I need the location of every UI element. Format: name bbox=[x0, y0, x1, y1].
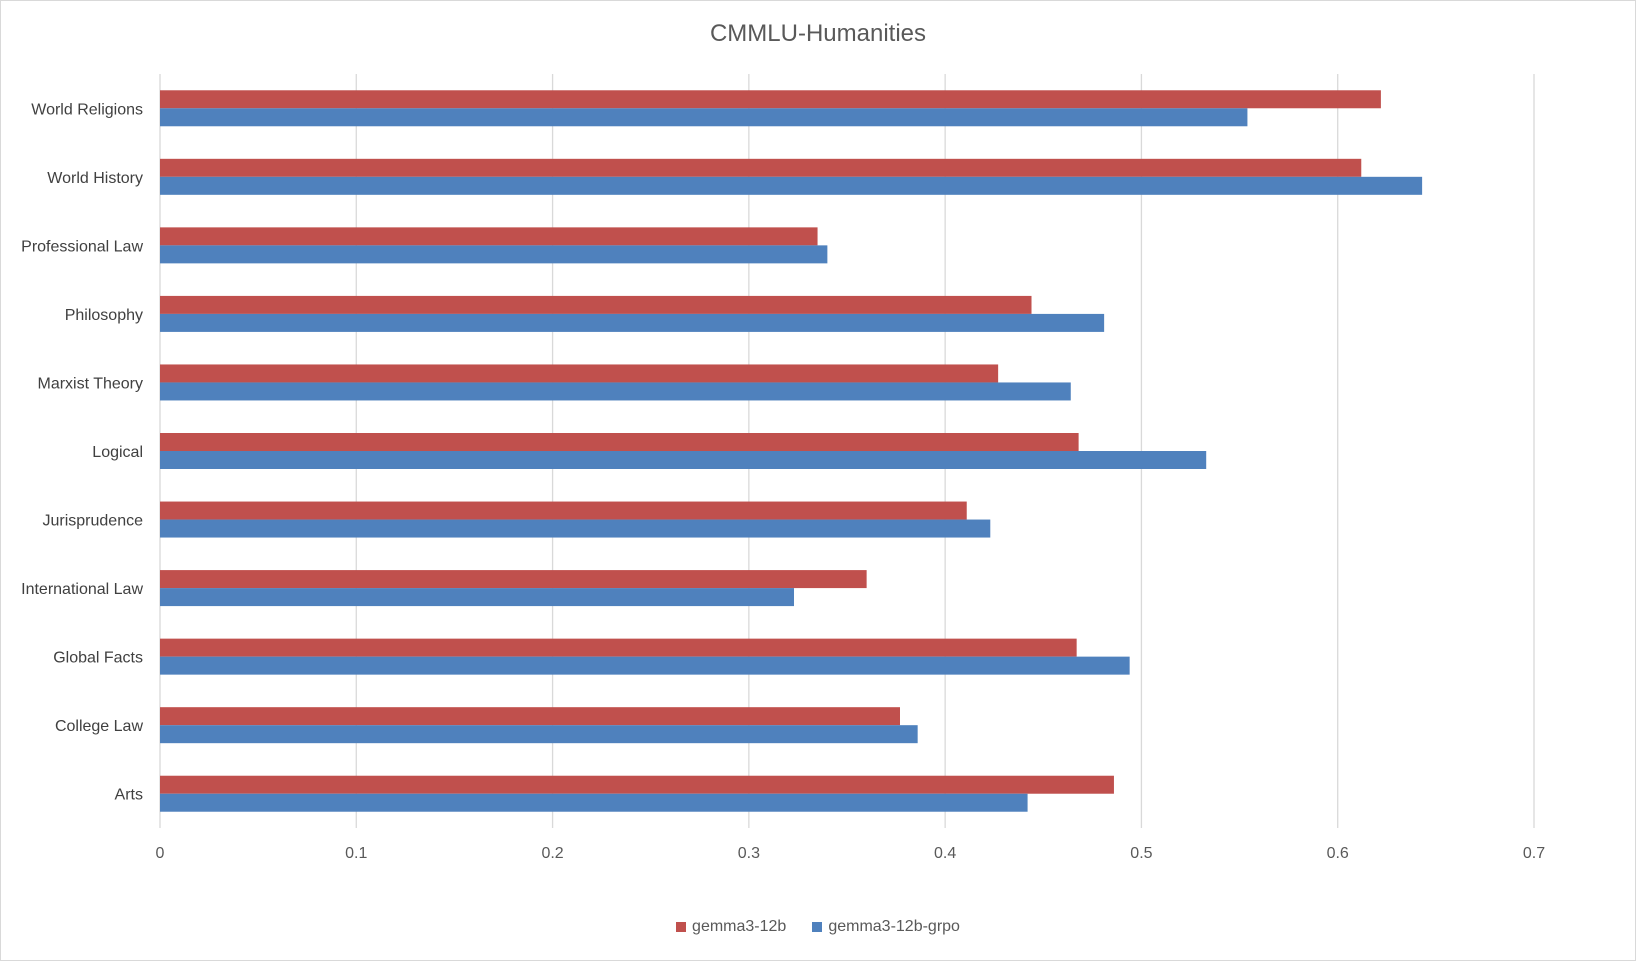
legend-swatch-series-2 bbox=[812, 922, 823, 932]
bar-gemma3-12b-grpo-professional-law bbox=[160, 245, 828, 264]
bar-gemma3-12b-philosophy bbox=[160, 295, 1032, 314]
bar-gemma3-12b-grpo-international-law bbox=[160, 588, 795, 607]
legend-item-series-1: gemma3-12b bbox=[676, 918, 786, 936]
category-label: College Law bbox=[55, 718, 144, 735]
bar-gemma3-12b-grpo-college-law bbox=[160, 725, 918, 744]
bar-gemma3-12b-grpo-jurisprudence bbox=[160, 519, 991, 538]
legend-label-series-2: gemma3-12b-grpo bbox=[828, 918, 960, 935]
bar-gemma3-12b-college-law bbox=[160, 707, 900, 726]
bar-gemma3-12b-marxist-theory bbox=[160, 364, 999, 383]
category-label: Logical bbox=[92, 444, 143, 461]
bar-gemma3-12b-grpo-global-facts bbox=[160, 656, 1130, 675]
bar-gemma3-12b-grpo-logical bbox=[160, 451, 1207, 469]
category-label: World History bbox=[47, 170, 143, 187]
x-tick-label: 0.6 bbox=[1327, 845, 1349, 862]
bar-gemma3-12b-logical bbox=[160, 433, 1079, 451]
bar-gemma3-12b-grpo-marxist-theory bbox=[160, 382, 1071, 401]
bar-gemma3-12b-grpo-philosophy bbox=[160, 313, 1105, 332]
axis-labels: 0 0.1 0.2 0.3 0.4 0.5 0.6 0.7 Arts College Law Glo… bbox=[21, 101, 1545, 862]
legend-swatch-series-1 bbox=[676, 922, 687, 932]
category-label: International Law bbox=[21, 581, 143, 598]
category-label: Arts bbox=[115, 787, 143, 804]
category-label: Philosophy bbox=[65, 307, 143, 324]
bar-gemma3-12b-grpo-world-history bbox=[160, 176, 1423, 195]
bar-gemma3-12b-arts bbox=[160, 775, 1114, 794]
bar-gemma3-12b-world-religions bbox=[160, 90, 1381, 109]
category-label: Global Facts bbox=[53, 650, 143, 667]
legend-label-series-1: gemma3-12b bbox=[692, 918, 787, 935]
x-tick-label: 0.7 bbox=[1523, 845, 1545, 862]
bar-gemma3-12b-jurisprudence bbox=[160, 501, 967, 520]
bar-gemma3-12b-professional-law bbox=[160, 227, 818, 246]
bars bbox=[160, 90, 1423, 812]
category-label: Professional Law bbox=[21, 238, 143, 255]
x-tick-label: 0 bbox=[156, 845, 165, 862]
bar-gemma3-12b-international-law bbox=[160, 570, 867, 589]
legend: gemma3-12b gemma3-12b-grpo bbox=[0, 918, 1636, 936]
x-tick-label: 0.3 bbox=[738, 845, 760, 862]
bar-gemma3-12b-world-history bbox=[160, 158, 1362, 177]
x-tick-label: 0.5 bbox=[1130, 845, 1152, 862]
x-tick-label: 0.2 bbox=[541, 845, 563, 862]
legend-item-series-2: gemma3-12b-grpo bbox=[812, 918, 960, 936]
chart-title: CMMLU-Humanities bbox=[709, 20, 927, 47]
category-label: Marxist Theory bbox=[37, 375, 143, 392]
bar-gemma3-12b-global-facts bbox=[160, 638, 1077, 657]
x-tick-label: 0.4 bbox=[934, 845, 956, 862]
category-label: Jurisprudence bbox=[43, 513, 144, 530]
bar-gemma3-12b-grpo-world-religions bbox=[160, 108, 1248, 127]
bar-gemma3-12b-grpo-arts bbox=[160, 793, 1028, 812]
x-tick-label: 0.1 bbox=[345, 845, 367, 862]
category-label: World Religions bbox=[31, 101, 143, 118]
